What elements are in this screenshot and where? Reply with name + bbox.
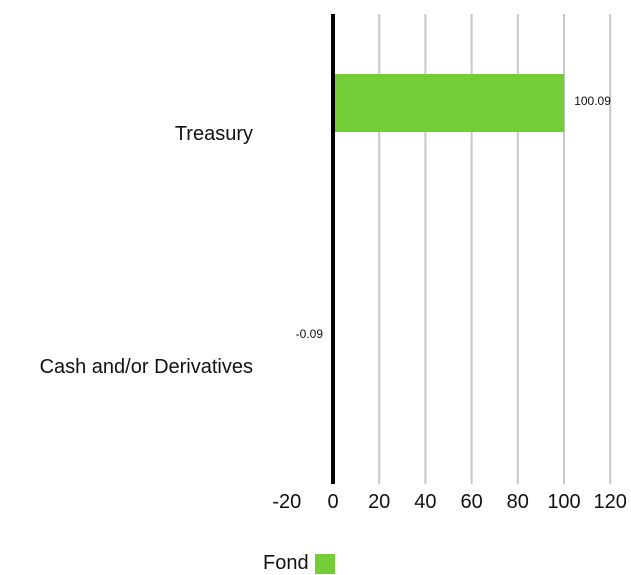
x-tick-label-60: 60 (460, 491, 482, 513)
data-label-2: -0.09 (296, 327, 324, 341)
x-tick-label-20: 20 (368, 491, 390, 513)
legend: Fond (263, 552, 335, 575)
legend-label: Fond (263, 552, 309, 574)
x-tick-label-100: 100 (547, 491, 580, 513)
x-tick-label-120: 120 (594, 491, 627, 513)
legend-swatch (314, 553, 335, 574)
x-tick-labels: -20 0 20 40 60 80 100 120 (272, 491, 627, 513)
category-label-cash-and-or-derivatives: Cash and/or Derivatives (40, 356, 253, 378)
category-label-treasury: Treasury (175, 123, 253, 145)
data-labels: 100.09 -0.09 (296, 94, 612, 341)
x-tick-label-0: 0 (327, 491, 338, 513)
bars (332, 74, 565, 367)
bar-chart: Treasury Cash and/or Derivatives -20 0 20 40… (40, 14, 627, 513)
bar-treasury (333, 74, 565, 132)
x-tick-label-80: 80 (507, 491, 529, 513)
data-label-1: 100.09 (574, 94, 611, 108)
x-tick-label--20: -20 (272, 491, 301, 513)
category-labels: Treasury Cash and/or Derivatives (40, 123, 253, 378)
x-tick-label-40: 40 (414, 491, 436, 513)
